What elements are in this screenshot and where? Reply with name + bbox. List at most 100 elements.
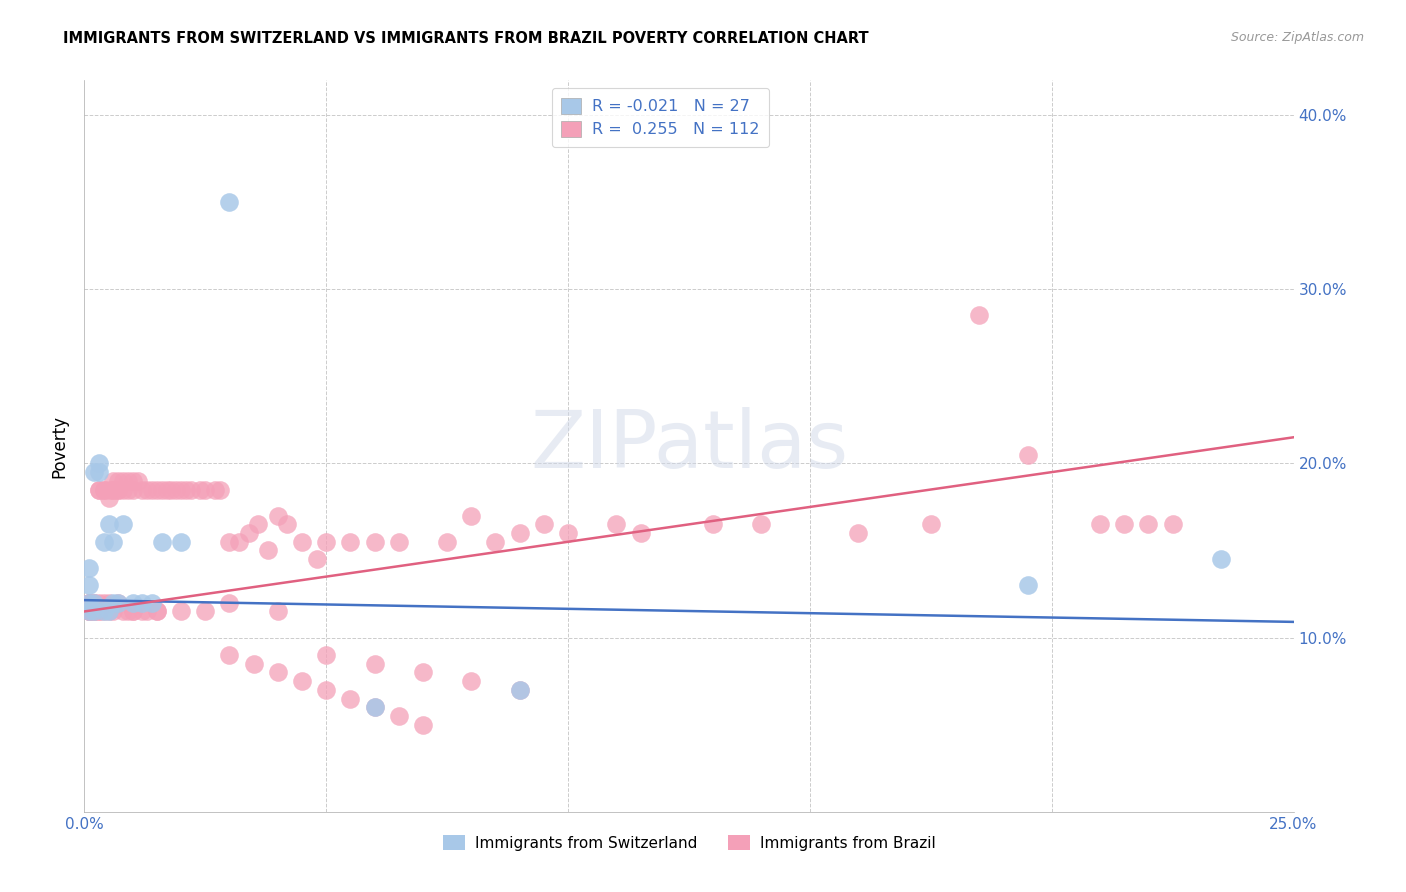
Text: Source: ZipAtlas.com: Source: ZipAtlas.com xyxy=(1230,31,1364,45)
Point xyxy=(103,483,125,497)
Point xyxy=(77,604,100,618)
Point xyxy=(190,483,212,497)
Point xyxy=(170,483,193,497)
Point xyxy=(146,483,169,497)
Point xyxy=(242,657,264,671)
Point xyxy=(257,543,280,558)
Point xyxy=(276,517,298,532)
Point xyxy=(103,474,125,488)
Point xyxy=(107,483,129,497)
Point xyxy=(305,552,328,566)
Point xyxy=(83,596,105,610)
Point xyxy=(87,604,110,618)
Point xyxy=(97,604,120,618)
Point xyxy=(150,534,173,549)
Point xyxy=(112,604,135,618)
Point xyxy=(93,534,115,549)
Point xyxy=(83,465,105,479)
Point xyxy=(83,604,105,618)
Point xyxy=(87,457,110,471)
Point xyxy=(194,604,217,618)
Point xyxy=(165,483,187,497)
Point xyxy=(117,474,139,488)
Point xyxy=(846,526,869,541)
Point xyxy=(1114,517,1136,532)
Point xyxy=(103,604,125,618)
Point xyxy=(412,665,434,680)
Point xyxy=(194,483,217,497)
Point xyxy=(315,534,337,549)
Point xyxy=(605,517,627,532)
Point xyxy=(363,700,385,714)
Point xyxy=(174,483,197,497)
Point xyxy=(83,596,105,610)
Point xyxy=(160,483,183,497)
Point xyxy=(388,534,411,549)
Point xyxy=(509,526,531,541)
Point xyxy=(228,534,250,549)
Point xyxy=(339,691,361,706)
Point xyxy=(920,517,942,532)
Point xyxy=(77,604,100,618)
Point xyxy=(967,309,990,323)
Point xyxy=(83,596,105,610)
Point xyxy=(97,491,120,506)
Point xyxy=(557,526,579,541)
Point xyxy=(77,578,100,592)
Point xyxy=(460,674,482,689)
Point xyxy=(267,604,290,618)
Point xyxy=(83,604,105,618)
Y-axis label: Poverty: Poverty xyxy=(51,415,69,477)
Point xyxy=(93,483,115,497)
Point xyxy=(131,483,153,497)
Point xyxy=(363,700,385,714)
Point xyxy=(93,483,115,497)
Point xyxy=(77,596,100,610)
Point xyxy=(97,517,120,532)
Point xyxy=(93,604,115,618)
Point xyxy=(117,483,139,497)
Point xyxy=(97,596,120,610)
Point xyxy=(112,483,135,497)
Point xyxy=(112,474,135,488)
Point xyxy=(93,596,115,610)
Point xyxy=(1017,578,1039,592)
Point xyxy=(77,596,100,610)
Point xyxy=(238,526,260,541)
Point xyxy=(87,483,110,497)
Point xyxy=(77,604,100,618)
Point xyxy=(121,596,143,610)
Point xyxy=(208,483,231,497)
Point xyxy=(107,483,129,497)
Text: IMMIGRANTS FROM SWITZERLAND VS IMMIGRANTS FROM BRAZIL POVERTY CORRELATION CHART: IMMIGRANTS FROM SWITZERLAND VS IMMIGRANT… xyxy=(63,31,869,46)
Point xyxy=(291,674,314,689)
Point xyxy=(363,534,385,549)
Point xyxy=(1137,517,1160,532)
Point xyxy=(112,517,135,532)
Point xyxy=(180,483,202,497)
Point xyxy=(141,483,163,497)
Point xyxy=(339,534,361,549)
Point xyxy=(630,526,652,541)
Point xyxy=(121,604,143,618)
Point xyxy=(509,682,531,697)
Point xyxy=(77,596,100,610)
Point xyxy=(146,604,169,618)
Point xyxy=(136,483,159,497)
Point xyxy=(509,682,531,697)
Point xyxy=(247,517,270,532)
Point xyxy=(136,604,159,618)
Point xyxy=(218,534,240,549)
Point xyxy=(170,604,193,618)
Point xyxy=(702,517,724,532)
Point xyxy=(218,648,240,662)
Point xyxy=(131,604,153,618)
Point xyxy=(291,534,314,549)
Point xyxy=(93,604,115,618)
Point xyxy=(267,665,290,680)
Point xyxy=(77,604,100,618)
Point xyxy=(103,534,125,549)
Point xyxy=(97,604,120,618)
Point xyxy=(460,508,482,523)
Point xyxy=(131,596,153,610)
